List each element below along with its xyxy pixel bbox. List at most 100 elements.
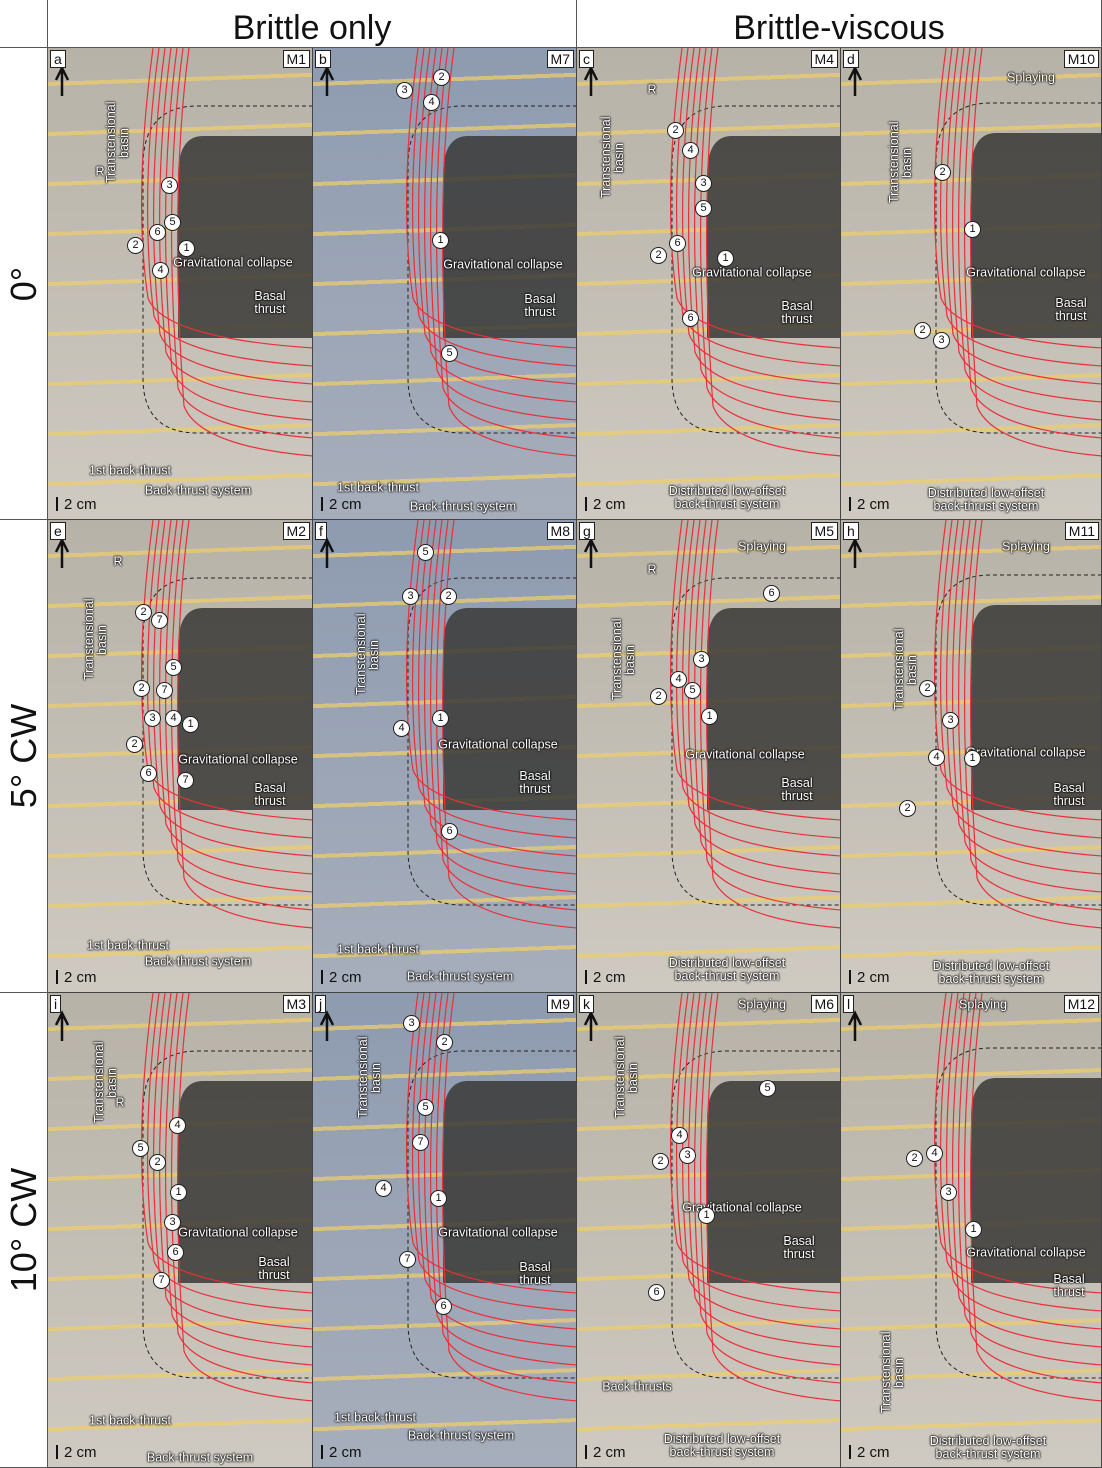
annotation: Splaying <box>738 999 786 1012</box>
annotation: Basal thrust <box>1053 782 1085 808</box>
annotation: Basal thrust <box>249 290 291 316</box>
panel-letter: h <box>843 522 859 540</box>
fault-number: 4 <box>671 1127 688 1144</box>
annotation: 1st back-thrust <box>89 465 171 478</box>
panel-letter: d <box>843 50 859 68</box>
annotation: Back-thrust system <box>407 971 513 984</box>
fault-number: 4 <box>928 749 945 766</box>
scale-bar: 2 cm <box>849 969 890 986</box>
annotation: Basal thrust <box>779 1235 820 1261</box>
fault-number: 5 <box>759 1080 776 1097</box>
fault-number: 5 <box>441 345 458 362</box>
scale-bar: 2 cm <box>585 1444 626 1461</box>
north-arrow <box>849 1013 861 1041</box>
fault-number: 3 <box>403 1015 420 1032</box>
annotation: Gravitational collapse <box>680 749 810 762</box>
fault-number: 2 <box>899 800 916 817</box>
slab <box>707 608 841 810</box>
annotation: Gravitational collapse <box>961 267 1091 280</box>
fault-number: 1 <box>964 750 981 767</box>
fault-number: 1 <box>178 240 195 257</box>
fault-number: 1 <box>170 1184 187 1201</box>
row-label: 10° CW <box>3 1168 45 1292</box>
fault-number: 1 <box>432 710 449 727</box>
fault-number: 3 <box>933 332 950 349</box>
panel-letter: c <box>579 50 594 68</box>
row-label: 5° CW <box>3 704 45 808</box>
north-arrow <box>56 1013 68 1041</box>
scale-bar: 2 cm <box>321 969 362 986</box>
north-arrow <box>849 540 861 568</box>
annotation: Distributed low-offset back-thrust syste… <box>662 957 792 983</box>
fault-number: 5 <box>417 1099 434 1116</box>
panel-letter: g <box>579 522 595 540</box>
model-panel: cM42 cmRTranstensional basinGravitationa… <box>577 48 841 520</box>
scale-bar: 2 cm <box>321 1444 362 1461</box>
fault-number: 1 <box>182 716 199 733</box>
fault-number: 2 <box>652 1153 669 1170</box>
fault-number: 2 <box>149 1154 166 1171</box>
annotation: Splaying <box>738 541 786 554</box>
fault-number: 2 <box>433 69 450 86</box>
panel-letter: i <box>50 995 61 1013</box>
fault-number: 1 <box>965 1221 982 1238</box>
fault-number: 3 <box>161 177 178 194</box>
model-label: M7 <box>547 50 574 68</box>
row-header: 0° <box>0 48 48 520</box>
fault-number: 4 <box>169 1117 186 1134</box>
annotation: Back-thrust system <box>145 956 251 969</box>
annotation: Basal thrust <box>249 782 291 808</box>
annotation: 1st back-thrust <box>89 1415 171 1428</box>
model-panel: jM92 cmTranstensional basinGravitational… <box>313 993 577 1468</box>
model-panel: dM102 cmSplayingTranstensional basinGrav… <box>841 48 1102 520</box>
fault-number: 7 <box>399 1251 416 1268</box>
fault-number: 1 <box>430 1190 447 1207</box>
panel-letter: f <box>315 522 327 540</box>
slab <box>178 1081 313 1283</box>
fault-number: 1 <box>701 708 718 725</box>
north-arrow <box>849 68 861 96</box>
model-label: M6 <box>811 995 838 1013</box>
fault-number: 4 <box>682 142 699 159</box>
annotation: Transtensional basin <box>357 1038 383 1118</box>
scale-bar: 2 cm <box>585 496 626 513</box>
panel-letter: e <box>50 522 66 540</box>
annotation: Back-thrust system <box>410 501 516 514</box>
annotation: Basal thrust <box>1053 1273 1085 1299</box>
figure: Brittle onlyBrittle-viscous0°5° CW10° CW… <box>0 0 1102 1468</box>
slab <box>178 136 313 338</box>
annotation: Basal thrust <box>515 770 556 796</box>
annotation: Distributed low-offset back-thrust syste… <box>923 1435 1053 1461</box>
annotation: 1st back-thrust <box>337 482 419 495</box>
fault-number: 4 <box>165 710 182 727</box>
annotation: Transtensional basin <box>611 620 637 700</box>
fault-number: 5 <box>164 214 181 231</box>
column-header: Brittle-viscous <box>577 0 1102 48</box>
fault-number: 4 <box>152 262 169 279</box>
fault-number: 3 <box>164 1214 181 1231</box>
annotation: Basal thrust <box>515 1261 556 1287</box>
panel-drawing <box>313 48 577 520</box>
north-arrow <box>585 540 597 568</box>
north-arrow <box>585 1013 597 1041</box>
scale-bar: 2 cm <box>56 1444 97 1461</box>
fault-number: 5 <box>695 200 712 217</box>
panel-letter: l <box>843 995 854 1013</box>
annotation: Gravitational collapse <box>433 1227 563 1240</box>
slab <box>443 1081 577 1283</box>
model-panel: bM72 cmGravitational collapseBasal thrus… <box>313 48 577 520</box>
fault-number: 4 <box>423 94 440 111</box>
panel-letter: k <box>579 995 594 1013</box>
north-arrow <box>56 540 68 568</box>
fault-number: 7 <box>153 1272 170 1289</box>
model-label: M3 <box>283 995 310 1013</box>
fault-number: 3 <box>396 82 413 99</box>
model-label: M8 <box>547 522 574 540</box>
fault-number: 3 <box>693 651 710 668</box>
fault-number: 2 <box>135 604 152 621</box>
fault-number: 5 <box>417 544 434 561</box>
